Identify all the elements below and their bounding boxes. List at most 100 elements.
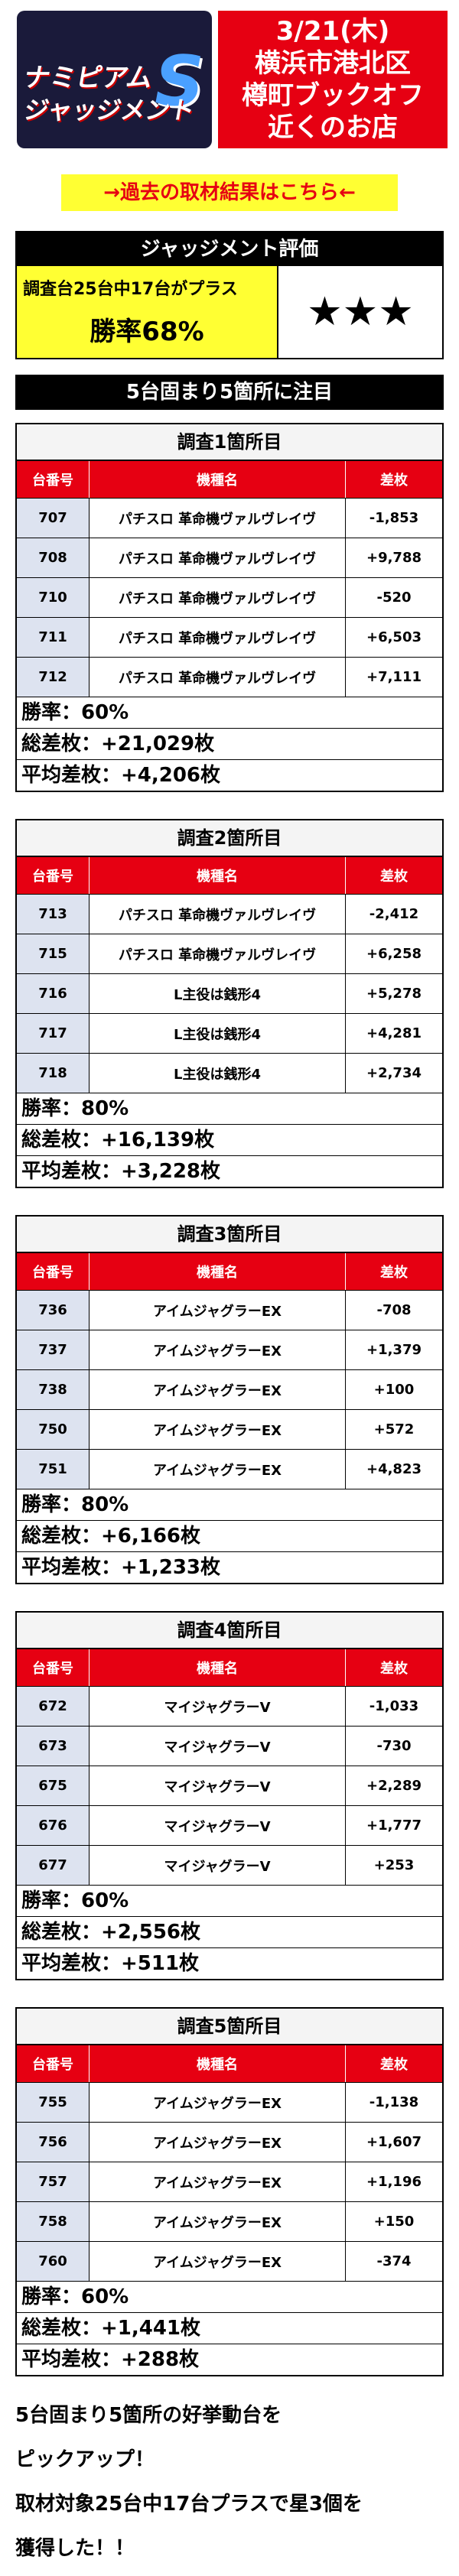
summary-line: 総差枚：+6,166枚 (17, 1521, 442, 1552)
table-row: 712 パチスロ 革命機ヴァルヴレイヴ +7,111 (17, 658, 442, 697)
store-line: 横浜市港北区 (255, 48, 411, 79)
table-cell: 738 (17, 1370, 90, 1409)
footer-line: 獲得した！！ (15, 2537, 135, 2560)
table-cell: 677 (17, 1846, 90, 1885)
header-cell: 台番号 (17, 1649, 90, 1686)
table-cell: +1,196 (366, 2174, 422, 2190)
table-cell: L主役は銭形4 (90, 974, 346, 1013)
summary-line: 総差枚：+2,556枚 (17, 1917, 442, 1948)
judgment-left: 調査台25台中17台がプラス 勝率68% (17, 266, 278, 358)
table-cell: -708 (376, 1302, 412, 1318)
table-cell: +2,289 (366, 1778, 422, 1794)
table-cell: +2,734 (366, 1065, 422, 1081)
header-cell: 機種名 (90, 2045, 346, 2082)
table-cell: -374 (376, 2253, 412, 2269)
table-cell: アイムジャグラーEX (90, 1410, 346, 1449)
table-cell: 750 (17, 1410, 90, 1449)
header-cell: 差枚 (380, 473, 408, 489)
table-cell: マイジャグラーV (90, 1846, 346, 1885)
table-cell: 713 (17, 895, 90, 934)
table-cell: 708 (17, 538, 90, 577)
survey-section: 調査1箇所目 台番号 機種名 差枚 707 パチスロ 革命機ヴァルヴレイヴ -1,853 70… (15, 423, 444, 792)
table-cell: パチスロ 革命機ヴァルヴレイヴ (90, 934, 346, 973)
summary-line: 平均差枚：+3,228枚 (21, 1160, 221, 1183)
judgment-box: ジャッジメント評価 調査台25台中17台がプラス 勝率68% ★★★ (15, 231, 444, 359)
table-cell: 717 (17, 1014, 90, 1053)
table-header-row: 台番号 機種名 差枚 (17, 1253, 442, 1291)
table-cell: アイムジャグラーEX (90, 2083, 346, 2122)
header-cell: 機種名 (90, 461, 346, 498)
header-cell: 台番号 (17, 1253, 90, 1290)
table-row: 677 マイジャグラーV +253 (17, 1846, 442, 1886)
table-cell: 737 (17, 1330, 90, 1369)
table-row: 673 マイジャグラーV -730 (17, 1727, 442, 1766)
table-cell: アイムジャグラーEX (90, 2123, 346, 2162)
table-cell: 751 (17, 1450, 90, 1489)
judgment-stars: ★★★ (307, 289, 414, 335)
header-cell: 機種名 (90, 857, 346, 894)
table-row: 718 L主役は銭形4 +2,734 (17, 1054, 442, 1093)
past-results-link[interactable]: →過去の取材結果はこちら← (61, 174, 398, 211)
table-cell: 672 (17, 1687, 90, 1726)
table-row: 755 アイムジャグラーEX -1,138 (17, 2083, 442, 2123)
logo-text: ナミピアム (21, 63, 155, 93)
table-cell: パチスロ 革命機ヴァルヴレイヴ (90, 895, 346, 934)
banner: 5台固まり5箇所に注目 (15, 375, 444, 410)
table-cell: アイムジャグラーEX (90, 1291, 346, 1330)
table-cell: 758 (17, 2202, 90, 2241)
table-row: 713 パチスロ 革命機ヴァルヴレイヴ -2,412 (17, 895, 442, 934)
section-title: 調査3箇所目 (17, 1217, 442, 1253)
table-row: 707 パチスロ 革命機ヴァルヴレイヴ -1,853 (17, 499, 442, 538)
summary-line: 平均差枚：+511枚 (21, 1952, 200, 1975)
summary-line: 総差枚：+1,441枚 (17, 2313, 442, 2344)
table-row: 711 パチスロ 革命機ヴァルヴレイヴ +6,503 (17, 618, 442, 658)
table-cell: +6,258 (366, 946, 422, 962)
logo: S ナミピアム ジャッジメント (17, 11, 212, 148)
summary-line: 勝率：60% (17, 697, 442, 729)
table-cell: マイジャグラーV (90, 1766, 346, 1805)
table-cell: アイムジャグラーEX (90, 1370, 346, 1409)
table-row: 738 アイムジャグラーEX +100 (17, 1370, 442, 1410)
table-cell: -520 (376, 590, 412, 606)
table-cell: +1,777 (366, 1817, 422, 1834)
survey-section: 調査5箇所目 台番号 機種名 差枚 755 アイムジャグラーEX -1,138 756 アイムジ… (15, 2007, 444, 2376)
survey-section: 調査2箇所目 台番号 機種名 差枚 713 パチスロ 革命機ヴァルヴレイヴ -2,412 71… (15, 819, 444, 1188)
survey-section: 調査3箇所目 台番号 機種名 差枚 736 アイムジャグラーEX -708 737 アイムジャグ… (15, 1215, 444, 1584)
table-header-row: 台番号 機種名 差枚 (17, 857, 442, 895)
table-cell: アイムジャグラーEX (90, 2242, 346, 2281)
header-cell: 差枚 (380, 1265, 408, 1281)
table-row: 716 L主役は銭形4 +5,278 (17, 974, 442, 1014)
table-header-row: 台番号 機種名 差枚 (17, 461, 442, 499)
table-row: 756 アイムジャグラーEX +1,607 (17, 2123, 442, 2162)
logo-mark: S (155, 41, 204, 122)
table-row: 760 アイムジャグラーEX -374 (17, 2242, 442, 2282)
table-row: 676 マイジャグラーV +1,777 (17, 1806, 442, 1846)
table-cell: +4,281 (366, 1025, 422, 1041)
judgment-title: ジャッジメント評価 (17, 232, 442, 266)
table-row: 675 マイジャグラーV +2,289 (17, 1766, 442, 1806)
summary-line: 平均差枚：+4,206枚 (21, 764, 221, 787)
table-cell: +1,607 (366, 2134, 422, 2150)
table-cell: 712 (17, 658, 90, 697)
summary-line: 総差枚：+16,139枚 (17, 1125, 442, 1156)
table-cell: +253 (373, 1857, 415, 1873)
table-cell: アイムジャグラーEX (90, 1450, 346, 1489)
table-cell: -2,412 (369, 906, 419, 922)
footer: 5台固まり5箇所の好挙動台を ピックアップ！ 取材対象25台中17台プラスで星3個を… (15, 2393, 451, 2571)
table-cell: 716 (17, 974, 90, 1013)
summary-line: 平均差枚：+288枚 (21, 2348, 200, 2371)
table-cell: パチスロ 革命機ヴァルヴレイヴ (90, 499, 346, 538)
header-cell: 台番号 (17, 2045, 90, 2082)
table-cell: アイムジャグラーEX (90, 1330, 346, 1369)
header-cell: 差枚 (380, 869, 408, 885)
store-box: 3/21(木) 横浜市港北区 樽町ブックオフ 近くのお店 (218, 11, 448, 148)
table-cell: 707 (17, 499, 90, 538)
table-cell: +5,278 (366, 986, 422, 1002)
table-cell: 756 (17, 2123, 90, 2162)
table-cell: L主役は銭形4 (90, 1054, 346, 1093)
section-title: 調査5箇所目 (17, 2009, 442, 2045)
section-title: 調査2箇所目 (17, 820, 442, 857)
table-cell: 675 (17, 1766, 90, 1805)
table-cell: -1,033 (369, 1698, 419, 1714)
